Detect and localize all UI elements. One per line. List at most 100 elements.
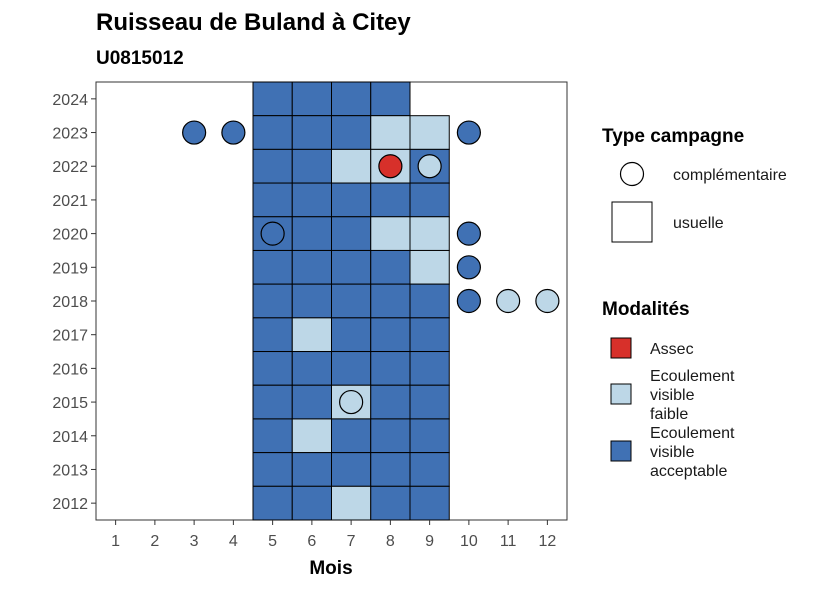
tile-2017-6: [291, 317, 332, 353]
legend-shape-items: complémentaire usuelle: [611, 161, 787, 243]
y-tick-label-2015: 2015: [52, 395, 88, 412]
tile-2020-7: [331, 216, 372, 251]
legend-fill-label-line: Ecoulement: [650, 368, 735, 385]
tile-2022-6: [291, 148, 332, 184]
x-tick-label-4: 4: [229, 533, 238, 550]
tile-2015-6: [291, 384, 332, 420]
tile-2023-7: [331, 115, 372, 150]
tile-2020-8: [370, 216, 411, 251]
tile-2015-9: [409, 384, 450, 420]
tile-2014-7: [331, 418, 372, 454]
point-2020-5: [260, 221, 285, 246]
legend-shape-label-square: usuelle: [673, 215, 724, 232]
y-axis: 2012 2013 2014 2015 2016 2017 2018 2019 2020 2021…: [52, 92, 96, 513]
tile-2022-7: [331, 148, 372, 184]
y-tick-label-2013: 2013: [52, 462, 88, 479]
tile-2014-6: [291, 418, 332, 454]
tile-2021-7: [331, 182, 372, 218]
legend-fill-label-line: Ecoulement: [650, 425, 735, 442]
tile-2023-8: [370, 115, 411, 150]
point-2015-7: [339, 389, 364, 415]
point-2022-8: [378, 154, 403, 179]
legend-fill-label-line: faible: [650, 406, 688, 423]
tile-2013-5: [252, 452, 293, 487]
tile-2023-6: [291, 115, 332, 150]
legend-fill-label-line: visible: [650, 387, 695, 404]
tile-2022-5: [252, 148, 293, 184]
tile-2017-5: [252, 317, 293, 353]
tile-2024-6: [291, 81, 332, 117]
tile-layer: [252, 81, 450, 521]
tile-2024-7: [331, 81, 372, 117]
tile-2019-6: [291, 249, 332, 285]
tile-2013-7: [331, 452, 372, 487]
legend-fill-label-1: Ecoulement visible faible: [650, 368, 735, 423]
y-tick-label-2017: 2017: [52, 328, 88, 345]
point-2023-10: [456, 120, 481, 145]
legend-shape-title: Type campagne: [602, 126, 744, 147]
point-2018-10: [456, 288, 481, 314]
x-tick-label-2: 2: [150, 533, 159, 550]
tile-2021-6: [291, 182, 332, 218]
tile-2018-5: [252, 283, 293, 319]
tile-2018-6: [291, 283, 332, 319]
point-2020-10: [456, 221, 481, 246]
legend-fill-label-line: Assec: [650, 341, 694, 358]
legend-fill-label-line: acceptable: [650, 463, 727, 480]
tile-2018-7: [331, 283, 372, 319]
tile-2015-5: [252, 384, 293, 420]
point-layer: [182, 120, 560, 415]
point-2019-10: [456, 255, 481, 280]
x-tick-label-1: 1: [111, 533, 120, 550]
legend-fill-title: Modalités: [602, 299, 690, 320]
tile-2019-8: [370, 249, 411, 285]
tile-2014-8: [370, 418, 411, 454]
legend-fill-key-2: [610, 440, 632, 462]
point-2023-3: [182, 120, 207, 145]
tile-2021-9: [409, 182, 450, 218]
legend-circle-key: [619, 161, 645, 187]
tile-2012-8: [370, 485, 411, 521]
tile-2014-5: [252, 418, 293, 454]
tile-2018-8: [370, 283, 411, 319]
x-tick-label-8: 8: [386, 533, 395, 550]
x-axis: 1 2 3 4 5 6 7 8 9 10 11 12: [111, 520, 556, 550]
point-2023-4: [221, 120, 246, 145]
tile-2016-7: [331, 351, 372, 386]
x-tick-label-9: 9: [425, 533, 434, 550]
x-tick-label-12: 12: [538, 533, 556, 550]
x-tick-label-3: 3: [190, 533, 199, 550]
y-tick-label-2021: 2021: [52, 193, 88, 210]
tile-2016-8: [370, 351, 411, 386]
tile-2012-6: [291, 485, 332, 521]
x-axis-title: Mois: [309, 558, 352, 579]
tile-2017-9: [409, 317, 450, 353]
y-tick-label-2012: 2012: [52, 496, 88, 513]
y-tick-label-2022: 2022: [52, 159, 88, 176]
tile-2023-5: [252, 115, 293, 150]
legend-fill-label-2: Ecoulement visible acceptable: [650, 425, 735, 480]
legend-fill-key-1: [610, 383, 632, 405]
y-tick-label-2023: 2023: [52, 126, 88, 143]
x-tick-label-11: 11: [500, 533, 517, 550]
tile-2024-5: [252, 81, 293, 117]
y-tick-label-2020: 2020: [52, 227, 88, 244]
tile-2020-9: [409, 216, 450, 251]
tile-2021-8: [370, 182, 411, 218]
y-tick-label-2019: 2019: [52, 260, 88, 277]
x-tick-label-5: 5: [268, 533, 277, 550]
chart-subtitle: U0815012: [96, 48, 184, 69]
legend-fill-key-0: [610, 337, 632, 359]
tile-2014-9: [409, 418, 450, 454]
legend-square-key: [611, 201, 653, 243]
legend-fill-label-line: visible: [650, 444, 695, 461]
y-tick-label-2014: 2014: [52, 429, 88, 446]
tile-2024-8: [370, 81, 411, 117]
point-2018-12: [535, 288, 560, 314]
tile-2013-6: [291, 452, 332, 487]
tile-2013-9: [409, 452, 450, 487]
tile-2016-5: [252, 351, 293, 386]
legend-shape-label-circle: complémentaire: [673, 167, 787, 184]
tile-2023-9: [409, 115, 450, 150]
